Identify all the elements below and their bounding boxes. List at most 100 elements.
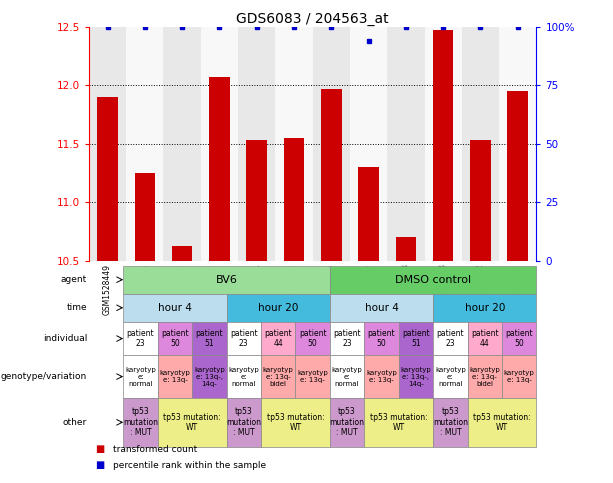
Bar — [433, 355, 468, 398]
Bar — [398, 322, 433, 355]
Text: hour 4: hour 4 — [365, 303, 398, 313]
Bar — [209, 77, 230, 483]
Text: tp53 mutation:
WT: tp53 mutation: WT — [473, 412, 531, 432]
Bar — [433, 30, 454, 483]
Bar — [364, 355, 398, 398]
Text: agent: agent — [61, 275, 87, 284]
Bar — [284, 138, 304, 483]
Bar — [364, 322, 398, 355]
Text: karyotyp
e:
normal: karyotyp e: normal — [332, 367, 362, 386]
Text: karyotyp
e: 13q-: karyotyp e: 13q- — [159, 370, 190, 383]
Title: GDS6083 / 204563_at: GDS6083 / 204563_at — [237, 12, 389, 26]
Bar — [425, 27, 462, 261]
Bar — [227, 294, 330, 322]
Text: patient
23: patient 23 — [127, 329, 154, 348]
Bar — [123, 355, 158, 398]
Text: tp53 mutation:
WT: tp53 mutation: WT — [267, 412, 324, 432]
Text: tp53
mutation
: MUT: tp53 mutation : MUT — [123, 408, 158, 437]
Text: karyotyp
e:
normal: karyotyp e: normal — [435, 367, 466, 386]
Text: patient
44: patient 44 — [471, 329, 498, 348]
Text: patient
50: patient 50 — [368, 329, 395, 348]
Text: hour 20: hour 20 — [258, 303, 299, 313]
Text: karyotyp
e:
normal: karyotyp e: normal — [229, 367, 259, 386]
Bar — [433, 294, 536, 322]
Bar — [395, 237, 416, 483]
Bar — [192, 355, 227, 398]
Bar — [462, 27, 499, 261]
Text: individual: individual — [43, 334, 87, 343]
Text: tp53
mutation
: MUT: tp53 mutation : MUT — [433, 408, 468, 437]
Text: patient
50: patient 50 — [299, 329, 327, 348]
Bar — [508, 91, 528, 483]
Text: tp53 mutation:
WT: tp53 mutation: WT — [163, 412, 221, 432]
Bar — [433, 322, 468, 355]
Bar — [126, 27, 164, 261]
Bar — [502, 355, 536, 398]
Bar — [97, 97, 118, 483]
Text: hour 20: hour 20 — [465, 303, 505, 313]
Bar — [330, 266, 536, 294]
Bar — [295, 355, 330, 398]
Text: karyotyp
e: 13q-: karyotyp e: 13q- — [366, 370, 397, 383]
Bar — [261, 355, 295, 398]
Bar — [364, 398, 433, 447]
Text: karyotyp
e: 13q-: karyotyp e: 13q- — [504, 370, 535, 383]
Bar — [123, 266, 330, 294]
Bar — [158, 398, 227, 447]
Bar — [350, 27, 387, 261]
Bar — [321, 89, 341, 483]
Text: patient
23: patient 23 — [333, 329, 361, 348]
Bar — [499, 27, 536, 261]
Text: ■: ■ — [95, 460, 104, 470]
Text: tp53 mutation:
WT: tp53 mutation: WT — [370, 412, 427, 432]
Bar — [275, 27, 313, 261]
Bar — [313, 27, 350, 261]
Bar — [135, 173, 155, 483]
Bar — [468, 355, 502, 398]
Text: percentile rank within the sample: percentile rank within the sample — [113, 461, 267, 469]
Text: karyotyp
e: 13q-
bidel: karyotyp e: 13q- bidel — [263, 367, 294, 386]
Bar — [172, 245, 192, 483]
Text: karyotyp
e: 13q-: karyotyp e: 13q- — [297, 370, 328, 383]
Bar — [227, 398, 261, 447]
Bar — [330, 294, 433, 322]
Text: tp53
mutation
: MUT: tp53 mutation : MUT — [226, 408, 261, 437]
Bar — [158, 355, 192, 398]
Bar — [468, 398, 536, 447]
Text: patient
50: patient 50 — [505, 329, 533, 348]
Text: DMSO control: DMSO control — [395, 275, 471, 284]
Bar — [227, 355, 261, 398]
Bar — [123, 322, 158, 355]
Text: time: time — [67, 303, 87, 313]
Text: ■: ■ — [95, 444, 104, 454]
Bar — [261, 398, 330, 447]
Text: patient
51: patient 51 — [196, 329, 223, 348]
Text: karyotyp
e:
normal: karyotyp e: normal — [125, 367, 156, 386]
Bar — [89, 27, 126, 261]
Bar — [387, 27, 425, 261]
Bar — [295, 322, 330, 355]
Text: karyotyp
e: 13q-,
14q-: karyotyp e: 13q-, 14q- — [400, 367, 432, 386]
Bar — [330, 355, 364, 398]
Bar — [192, 322, 227, 355]
Text: hour 4: hour 4 — [158, 303, 192, 313]
Text: transformed count: transformed count — [113, 445, 197, 454]
Text: patient
23: patient 23 — [436, 329, 464, 348]
Bar — [164, 27, 201, 261]
Bar — [398, 355, 433, 398]
Bar — [201, 27, 238, 261]
Bar — [359, 167, 379, 483]
Text: karyotyp
e: 13q-,
14q-: karyotyp e: 13q-, 14q- — [194, 367, 225, 386]
Bar — [246, 140, 267, 483]
Text: patient
51: patient 51 — [402, 329, 430, 348]
Text: patient
44: patient 44 — [264, 329, 292, 348]
Text: other: other — [63, 418, 87, 427]
Text: genotype/variation: genotype/variation — [1, 372, 87, 381]
Text: patient
50: patient 50 — [161, 329, 189, 348]
Bar — [123, 294, 227, 322]
Bar — [468, 322, 502, 355]
Bar — [433, 398, 468, 447]
Bar — [470, 140, 490, 483]
Bar — [238, 27, 275, 261]
Bar — [502, 322, 536, 355]
